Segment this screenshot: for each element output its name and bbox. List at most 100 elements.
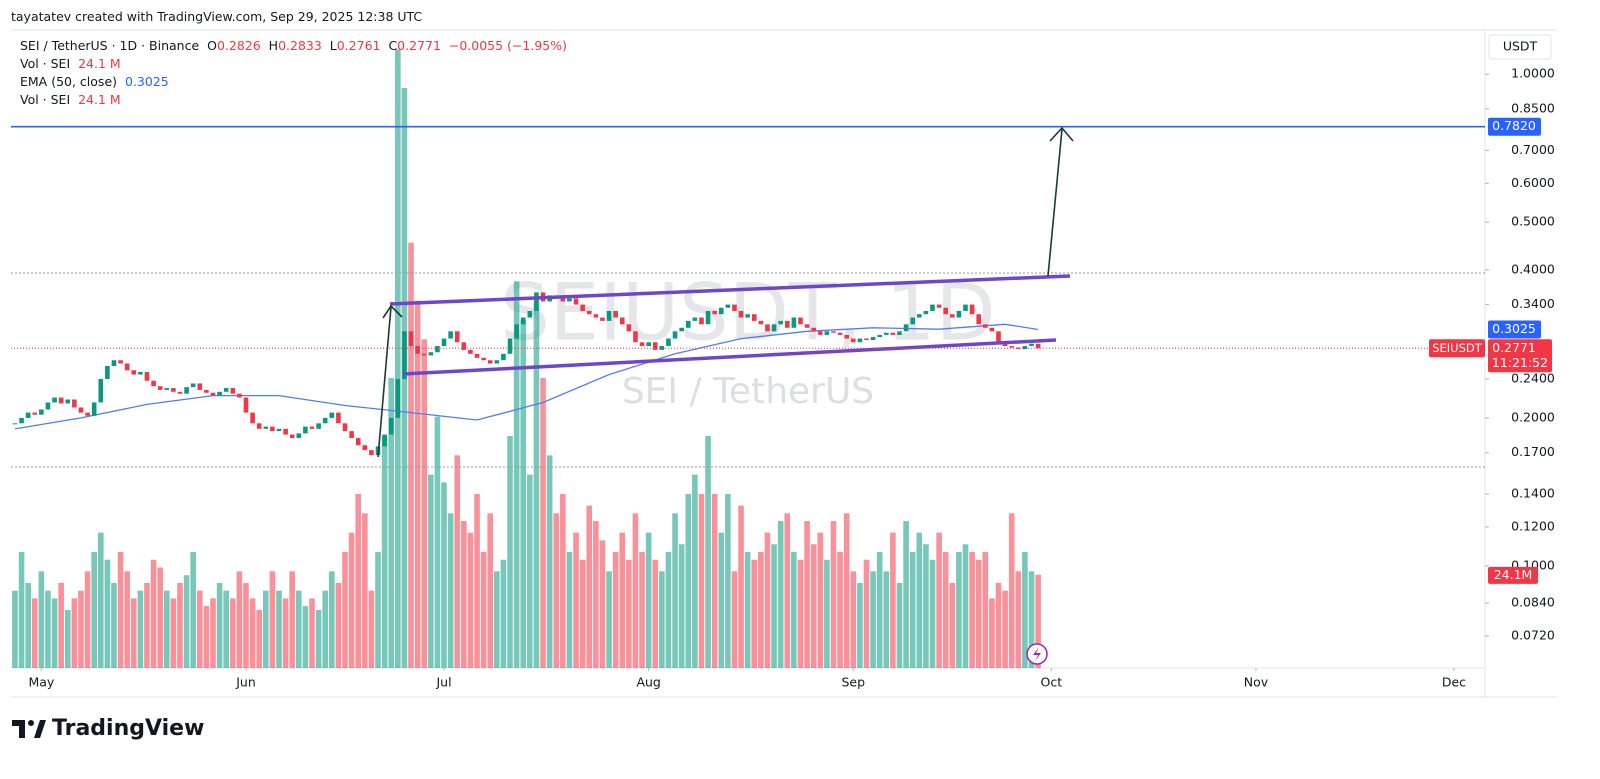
countdown: 11:21:52 (1492, 355, 1548, 370)
volume-bar (157, 567, 163, 668)
candle (943, 307, 948, 315)
volume-bar (494, 571, 500, 668)
volume-bar (916, 532, 923, 668)
channel-top (389, 274, 1071, 306)
x-tick-label: Sep (842, 675, 866, 690)
candle (712, 310, 717, 315)
candle (560, 298, 566, 302)
volume-bar (705, 436, 711, 668)
legend-main: SEI / TetherUS · 1D · Binance O0.2826 H0… (20, 38, 567, 53)
candle (336, 412, 341, 424)
candle (798, 317, 803, 325)
x-tick-label: Aug (636, 675, 660, 690)
candle (243, 397, 249, 413)
volume-bar (744, 552, 751, 668)
legend-vol2: Vol · SEI 24.1 M (20, 92, 121, 107)
candle (12, 423, 18, 425)
volume-bar (236, 571, 243, 668)
watermark-sub: SEI / TetherUS (622, 371, 874, 412)
candle (507, 338, 513, 354)
o-label: O (207, 38, 217, 53)
volume-bar (243, 582, 249, 668)
candle (903, 324, 909, 332)
volume-bar (64, 610, 71, 668)
ema-layer (14, 323, 1039, 430)
candle (322, 417, 328, 424)
volume-bar (619, 532, 626, 668)
volume-bar (810, 544, 817, 668)
volume-bar (487, 513, 494, 668)
volume-bar (672, 513, 678, 668)
volume-bar (335, 582, 342, 668)
volume-bar (111, 582, 117, 668)
candle (930, 304, 935, 311)
volume-bar (428, 474, 434, 668)
candle (699, 317, 704, 325)
y-tick-label: 0.1700 (1511, 444, 1555, 459)
candle (666, 338, 671, 347)
volume-bar (414, 300, 421, 668)
volume-bar (540, 378, 546, 668)
volume-bar (18, 552, 25, 668)
volume-bar (639, 552, 645, 668)
c-label: C (388, 38, 398, 53)
candle (950, 314, 955, 318)
volume-bar (329, 571, 335, 668)
arrow-pole (377, 304, 403, 458)
candle (890, 332, 896, 335)
volume-tag-label: 24.1M (1494, 567, 1533, 582)
candle (857, 338, 863, 343)
volume-bar (38, 571, 45, 668)
volume-bar (269, 571, 276, 668)
volume-bar (566, 552, 573, 668)
volume-bar (784, 513, 791, 668)
volume-bar (97, 532, 104, 668)
volume-bar (804, 521, 810, 668)
candle (501, 353, 506, 361)
high: 0.2833 (278, 38, 322, 53)
candle (824, 331, 830, 335)
volume-bar (975, 559, 982, 668)
volume-bar (196, 590, 203, 668)
candle (534, 292, 539, 311)
candle (989, 327, 995, 332)
ema-tag-label: 0.3025 (1492, 321, 1536, 336)
candle (237, 393, 242, 398)
volume-bar (1022, 552, 1028, 668)
volume-bar (434, 416, 441, 668)
y-tick-label: 0.1400 (1511, 486, 1555, 501)
symbol-tag (1429, 339, 1485, 358)
close: 0.2771 (397, 38, 441, 53)
volume-bar (229, 598, 236, 668)
volume-bar (989, 598, 995, 668)
volume-bar (381, 436, 388, 668)
candle (883, 332, 889, 335)
volume-bar (177, 582, 183, 668)
low: 0.2761 (336, 38, 381, 53)
volume-bar (599, 540, 606, 668)
candle (1009, 346, 1015, 348)
candle (256, 423, 262, 429)
volume-tag (1488, 566, 1538, 584)
candle (923, 310, 929, 315)
volume-bar (150, 559, 157, 668)
currency-button[interactable] (1488, 34, 1552, 60)
candle (1035, 343, 1041, 349)
volume-bar (612, 552, 619, 668)
candle (976, 314, 982, 325)
volume-bar (78, 590, 84, 668)
logo: TradingView (12, 716, 204, 741)
candle (600, 317, 605, 321)
candle (85, 412, 90, 416)
channel-bottom (402, 338, 1057, 376)
candle (718, 307, 724, 315)
currency[interactable]: USDT (1503, 39, 1538, 54)
candle (111, 360, 117, 367)
volume-bar (645, 532, 652, 668)
candle (369, 450, 374, 456)
volume-bar (45, 590, 51, 668)
volume-bar (480, 552, 487, 668)
volume-bar (513, 281, 520, 668)
candle-layer (12, 292, 1041, 456)
volume-bar (12, 590, 18, 668)
